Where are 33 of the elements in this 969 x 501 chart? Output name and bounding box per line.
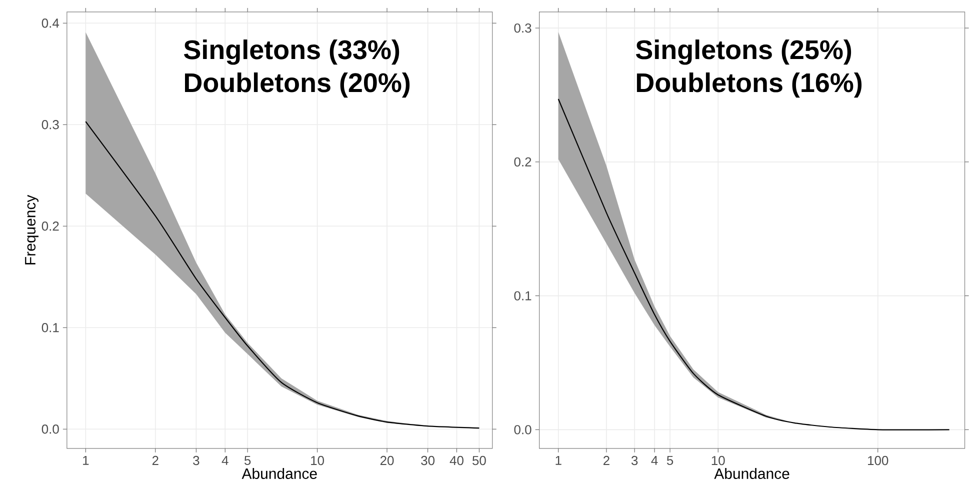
x-tick-label: 4 bbox=[651, 456, 658, 465]
x-tick-label: 5 bbox=[666, 456, 674, 465]
x-tick-label: 10 bbox=[712, 456, 725, 465]
annotation: Singletons (25%) bbox=[636, 39, 852, 65]
y-tick-label: 0.0 bbox=[514, 424, 532, 434]
x-tick-label: 20 bbox=[380, 456, 394, 465]
x-tick-label: 2 bbox=[152, 456, 158, 465]
x-axis-title: Abundance bbox=[242, 468, 317, 479]
x-tick-label: 1 bbox=[83, 456, 89, 465]
x-tick-label: 10 bbox=[311, 456, 324, 465]
x-tick-label: 1 bbox=[556, 456, 562, 465]
x-tick-label: 30 bbox=[421, 456, 435, 465]
x-tick-label: 50 bbox=[472, 456, 486, 465]
x-tick-label: 40 bbox=[450, 456, 464, 465]
y-tick-label: 0.3 bbox=[42, 120, 59, 130]
x-tick-label: 2 bbox=[603, 456, 610, 465]
y-tick-label: 0.3 bbox=[514, 23, 532, 32]
y-tick-label: 0.1 bbox=[42, 322, 59, 332]
y-tick-label: 0.0 bbox=[42, 424, 59, 434]
y-tick-label: 0.4 bbox=[42, 18, 60, 28]
y-tick-label: 0.2 bbox=[514, 157, 532, 166]
annotation: Doubletons (16%) bbox=[636, 72, 862, 98]
x-axis-title: Abundance bbox=[714, 468, 790, 479]
y-axis-title: Frequency bbox=[25, 194, 38, 264]
x-tick-label: 3 bbox=[193, 456, 200, 465]
annotation: Singletons (33%) bbox=[184, 39, 400, 65]
y-tick-label: 0.2 bbox=[42, 221, 59, 231]
x-tick-label: 3 bbox=[631, 456, 638, 465]
x-tick-label: 5 bbox=[244, 456, 251, 465]
x-tick-label: 4 bbox=[222, 456, 228, 465]
y-tick-label: 0.1 bbox=[514, 291, 532, 300]
annotation: Doubletons (20%) bbox=[184, 72, 410, 98]
x-tick-label: 100 bbox=[868, 456, 888, 465]
